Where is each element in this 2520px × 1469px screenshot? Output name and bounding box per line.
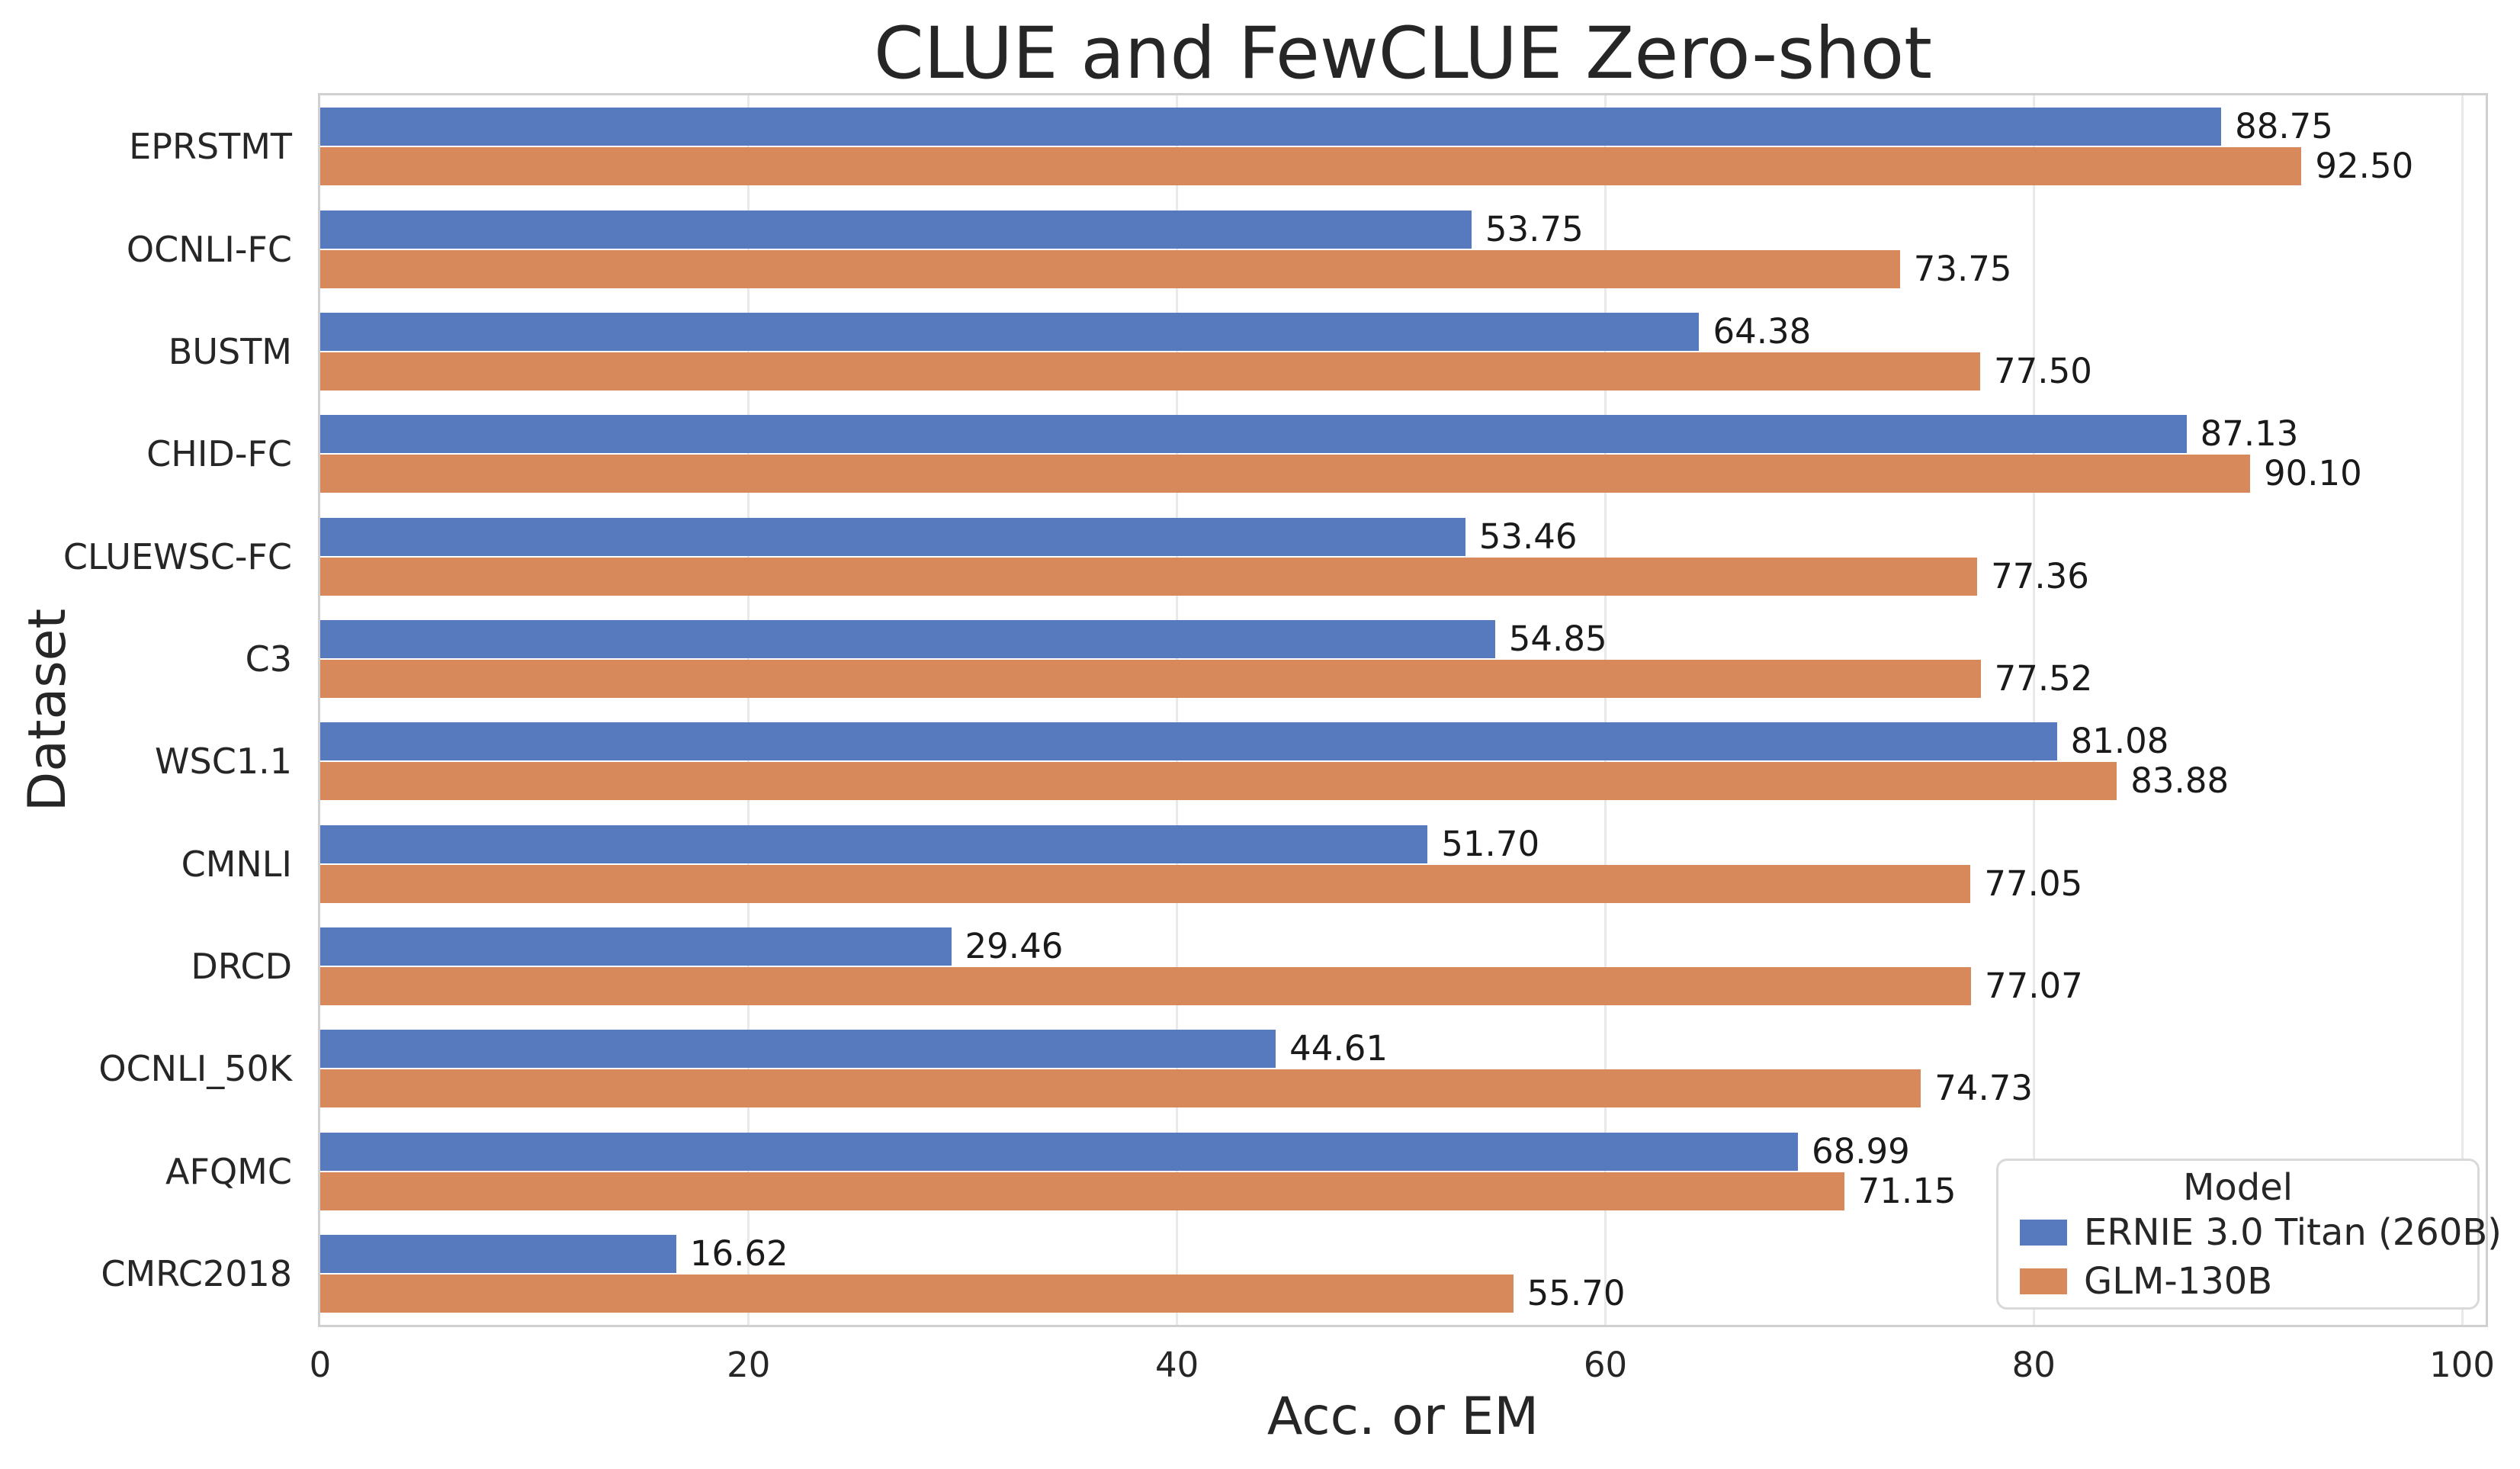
- legend-items: ERNIE 3.0 Titan (260B) GLM-130B: [1998, 1208, 2502, 1306]
- bar: [320, 517, 1465, 556]
- bar: [320, 1172, 1844, 1210]
- bar: [320, 312, 1700, 351]
- category-label: BUSTM: [168, 330, 292, 372]
- value-label: 90.10: [2263, 453, 2362, 494]
- bar: [320, 927, 952, 966]
- value-label: 44.61: [1289, 1028, 1388, 1069]
- category-label: OCNLI-FC: [126, 228, 292, 270]
- value-label: 77.05: [1984, 863, 2083, 904]
- value-label: 53.46: [1478, 516, 1578, 557]
- category-label: CLUEWSC-FC: [63, 535, 292, 577]
- value-label: 29.46: [965, 925, 1064, 966]
- value-label: 73.75: [1913, 248, 2012, 289]
- gridline: [1176, 95, 1179, 1325]
- bar: [320, 825, 1428, 863]
- x-tick-label: 20: [727, 1345, 771, 1385]
- category-label: OCNLI_50K: [98, 1048, 292, 1090]
- bar: [320, 762, 2117, 801]
- bar: [320, 659, 1981, 698]
- category-label: C3: [245, 638, 292, 680]
- bar: [320, 557, 1978, 596]
- bar: [320, 1234, 676, 1273]
- value-label: 83.88: [2130, 760, 2229, 802]
- gridline: [2032, 95, 2035, 1325]
- legend-swatch: [2020, 1220, 2067, 1246]
- y-axis-label: Dataset: [18, 608, 78, 812]
- bar: [320, 210, 1472, 249]
- value-label: 77.52: [1994, 657, 2093, 699]
- gridline: [2461, 95, 2464, 1325]
- plot-area: 88.75 92.50 53.75 73.75 64.38 77.50 87.13 90.10…: [318, 93, 2488, 1327]
- bar: [320, 108, 2222, 146]
- x-tick-label: 0: [309, 1345, 332, 1385]
- x-tick-label: 40: [1154, 1345, 1199, 1385]
- bar: [320, 415, 2187, 454]
- legend-item-label: ERNIE 3.0 Titan (260B): [2084, 1211, 2502, 1254]
- value-label: 71.15: [1857, 1170, 1957, 1211]
- gridline: [747, 95, 750, 1325]
- bar: [320, 1030, 1276, 1069]
- bar: [320, 1132, 1798, 1171]
- x-axis-label: Acc. or EM: [1266, 1387, 1539, 1447]
- value-label: 55.70: [1526, 1272, 1626, 1313]
- bar: [320, 1274, 1514, 1313]
- category-label: AFQMC: [165, 1150, 292, 1192]
- value-label: 51.70: [1441, 823, 1540, 864]
- bar: [320, 352, 1981, 391]
- bar: [320, 455, 2250, 493]
- bar: [320, 966, 1971, 1005]
- bar: [320, 147, 2302, 186]
- x-tick-label: 80: [2011, 1345, 2056, 1385]
- bar: [320, 1069, 1921, 1108]
- value-label: 87.13: [2200, 413, 2299, 455]
- value-label: 88.75: [2235, 106, 2333, 147]
- legend-item-label: GLM-130B: [2084, 1260, 2273, 1303]
- legend-title: Model: [2182, 1166, 2294, 1209]
- value-label: 81.08: [2070, 721, 2169, 762]
- legend: Model ERNIE 3.0 Titan (260B) GLM-130B: [1996, 1159, 2502, 1310]
- value-label: 16.62: [689, 1233, 788, 1274]
- category-label: CHID-FC: [146, 433, 292, 475]
- legend-item: ERNIE 3.0 Titan (260B): [1998, 1208, 2502, 1257]
- category-label: DRCD: [191, 945, 292, 987]
- bar: [320, 864, 1971, 903]
- bar: [320, 249, 1900, 288]
- category-label: CMNLI: [181, 843, 292, 885]
- value-label: 92.50: [2315, 146, 2414, 187]
- value-label: 64.38: [1713, 310, 1812, 352]
- value-label: 53.75: [1485, 208, 1584, 249]
- category-label: WSC1.1: [155, 741, 292, 783]
- value-label: 77.50: [1994, 350, 2092, 391]
- x-tick-label: 60: [1583, 1345, 1628, 1385]
- bar: [320, 722, 2057, 761]
- value-label: 54.85: [1508, 618, 1607, 659]
- value-label: 77.36: [1991, 555, 2089, 596]
- value-label: 68.99: [1811, 1130, 1910, 1172]
- value-label: 74.73: [1934, 1068, 2034, 1109]
- value-label: 77.07: [1984, 965, 2083, 1006]
- category-label: CMRC2018: [101, 1252, 292, 1294]
- legend-item: GLM-130B: [1998, 1257, 2477, 1306]
- bar: [320, 619, 1495, 658]
- category-label: EPRSTMT: [129, 126, 292, 168]
- gridline: [1603, 95, 1607, 1325]
- legend-swatch: [2020, 1268, 2067, 1294]
- chart-title: CLUE and FewCLUE Zero-shot: [873, 12, 1933, 95]
- x-tick-label: 100: [2429, 1345, 2496, 1385]
